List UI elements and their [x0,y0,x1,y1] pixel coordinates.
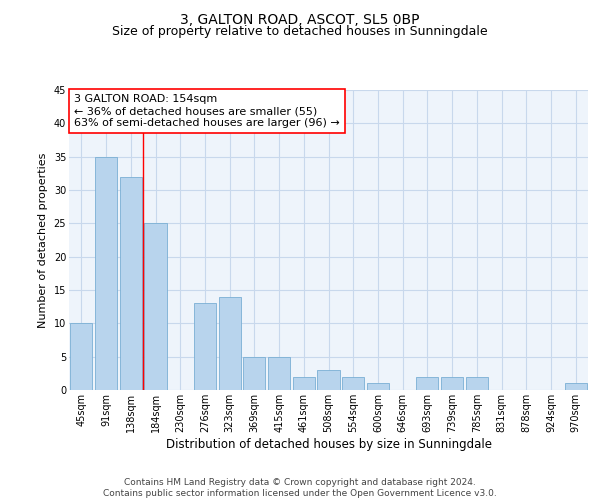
X-axis label: Distribution of detached houses by size in Sunningdale: Distribution of detached houses by size … [166,438,491,450]
Bar [243,356,265,390]
Text: 3 GALTON ROAD: 154sqm
← 36% of detached houses are smaller (55)
63% of semi-deta: 3 GALTON ROAD: 154sqm ← 36% of detached … [74,94,340,128]
Bar [466,376,488,390]
Text: Size of property relative to detached houses in Sunningdale: Size of property relative to detached ho… [112,25,488,38]
Y-axis label: Number of detached properties: Number of detached properties [38,152,48,328]
Bar [119,176,142,390]
Bar [95,156,117,390]
Text: 3, GALTON ROAD, ASCOT, SL5 0BP: 3, GALTON ROAD, ASCOT, SL5 0BP [180,12,420,26]
Bar [441,376,463,390]
Bar [342,376,364,390]
Bar [367,384,389,390]
Bar [416,376,439,390]
Bar [317,370,340,390]
Bar [565,384,587,390]
Bar [218,296,241,390]
Bar [145,224,167,390]
Bar [70,324,92,390]
Text: Contains HM Land Registry data © Crown copyright and database right 2024.
Contai: Contains HM Land Registry data © Crown c… [103,478,497,498]
Bar [194,304,216,390]
Bar [268,356,290,390]
Bar [293,376,315,390]
